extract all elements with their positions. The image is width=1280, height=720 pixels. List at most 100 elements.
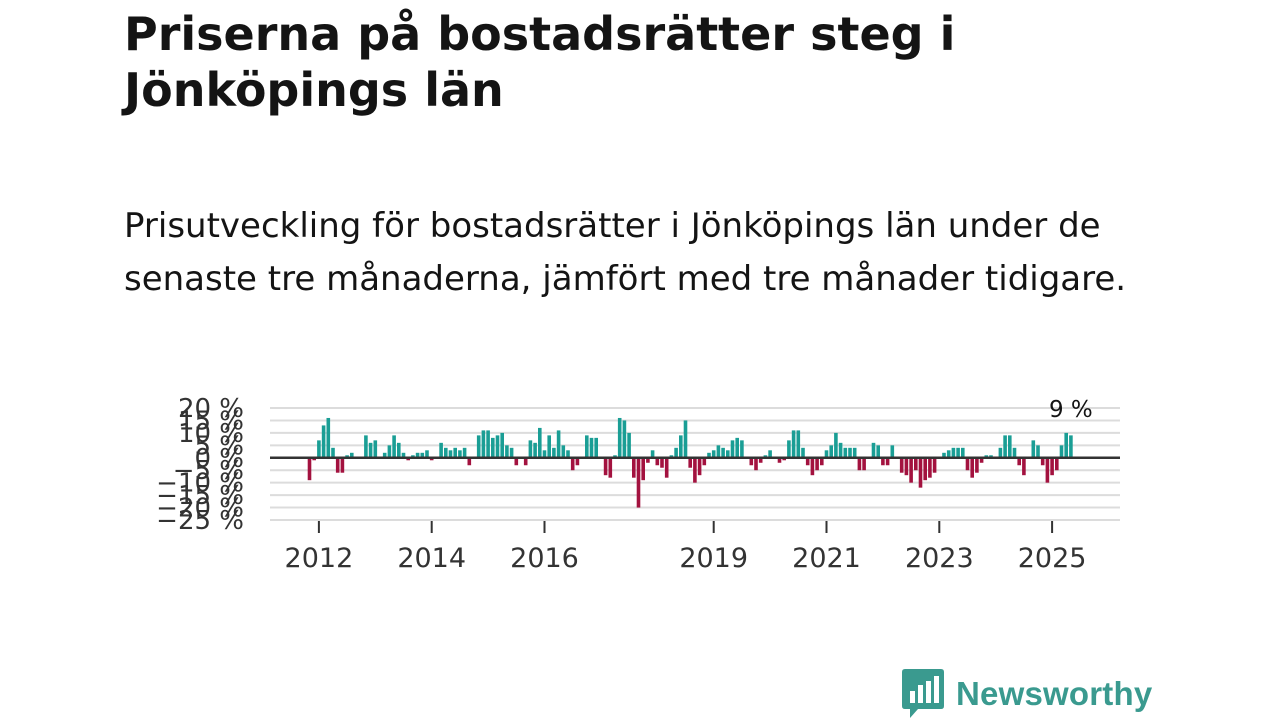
y-tick-label: −5 % [173,456,244,486]
y-tick-label: −25 % [156,506,244,536]
bar [556,430,561,458]
x-tick-label: 2021 [792,543,861,574]
bar [674,447,678,458]
bar [711,450,716,458]
bar [843,447,848,458]
bar [561,445,566,458]
bar [740,440,744,458]
bar [397,442,401,458]
y-tick-label: 5 % [194,431,244,461]
bar [852,447,857,458]
bar [542,450,547,458]
bar [1055,457,1059,471]
bar [768,450,772,458]
x-tick-label: 2012 [285,543,354,574]
bar [777,457,782,463]
bar [726,450,730,458]
x-tick-label: 2016 [510,543,579,574]
bar [1031,440,1036,458]
bar [956,447,960,458]
bar [707,452,711,458]
bar [834,432,838,458]
bar [317,440,321,458]
bar [1022,457,1026,476]
bar [326,417,331,458]
bar [890,445,895,458]
bar [815,457,819,471]
y-tick-label: 20 % [178,394,244,424]
bar [458,450,462,458]
y-tick-label: −15 % [156,481,244,511]
bar [965,457,970,471]
bars [307,417,1073,508]
bar [632,457,636,478]
bar [683,420,688,458]
bar [627,432,631,458]
y-tick-label: 10 % [178,419,244,449]
bar [909,457,913,483]
bar [462,447,467,458]
bar [622,420,627,458]
price-change-bar-chart: 20 %15 %10 %5 %0 %−5 %−10 %−15 %−20 %−25… [156,394,1120,574]
bar [1040,457,1045,466]
bar [448,450,453,458]
bar [505,445,509,458]
bar [754,457,758,471]
y-tick-label: 15 % [178,406,244,436]
bar [538,427,542,458]
bar [481,430,486,458]
bar [570,457,575,471]
y-tick-label: 0 % [194,444,244,474]
bar [617,417,622,458]
bar [660,457,664,468]
bar [646,457,650,463]
bar [1059,445,1064,458]
bar [876,445,880,458]
bar [928,457,932,478]
bar [420,452,425,458]
bar [453,447,457,458]
chart-title: Priserna på bostadsrätter steg i Jönköpi… [124,7,956,117]
bar [848,447,852,458]
bar [533,442,537,458]
bar [829,445,833,458]
bar [899,457,904,473]
bar [575,457,580,466]
bar [970,457,974,478]
bar [1045,457,1050,483]
bar [641,457,645,481]
bar [523,457,528,466]
bar [810,457,815,476]
bar [824,450,829,458]
bar [923,457,927,481]
newsworthy-brand: Newsworthy [902,668,1152,720]
bar [946,450,951,458]
bar [664,457,669,478]
bar [603,457,608,476]
bar [961,447,965,458]
bar [881,457,885,466]
bar [749,457,754,466]
last-value-label: 9 % [1049,397,1093,423]
bar [758,457,763,463]
y-tick-label: −10 % [156,469,244,499]
bar [636,457,641,508]
bar [796,430,801,458]
x-tick-label: 2023 [905,543,974,574]
bar [340,457,345,473]
bar [650,450,655,458]
bar [476,435,481,458]
bar [350,452,354,458]
bar [791,430,796,458]
bar [932,457,937,473]
bar [1003,435,1007,458]
bar [495,435,500,458]
bar [975,457,979,473]
bar [805,457,810,466]
bar [491,437,495,458]
bar [321,425,326,458]
bar [594,437,598,458]
bar [655,457,660,466]
newsworthy-logo-icon [902,669,944,718]
bar [1064,432,1068,458]
